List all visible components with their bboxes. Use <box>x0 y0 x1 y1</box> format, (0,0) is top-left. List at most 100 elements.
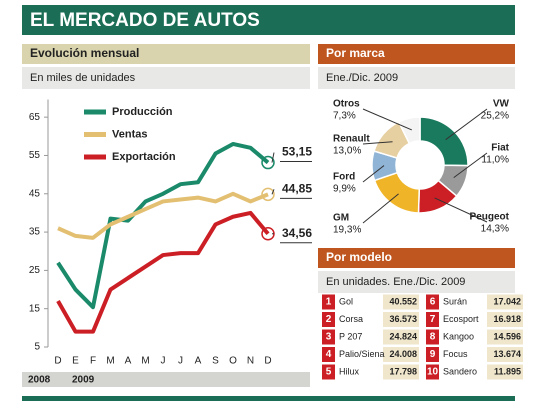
value-box <box>383 294 419 310</box>
table-subtitle: En unidades. Ene./Dic. 2009 <box>326 276 465 288</box>
slice-name: Peugeot <box>470 212 510 223</box>
units: 11.895 <box>494 366 521 376</box>
rank: 3 <box>326 332 332 343</box>
units: 40.552 <box>389 296 417 306</box>
model: Focus <box>443 349 468 359</box>
rank: 5 <box>326 367 332 378</box>
units: 24.008 <box>389 349 417 359</box>
chart-subtitle: En miles de unidades <box>30 72 136 84</box>
x-tick-label: E <box>72 356 79 367</box>
slice-value: 25,2% <box>481 111 509 122</box>
subtitle-bar <box>22 67 310 89</box>
x-tick-label: M <box>141 356 149 367</box>
y-tick-label: 5 <box>34 342 40 353</box>
legend-label: Ventas <box>112 128 147 140</box>
leader <box>362 108 413 131</box>
year-label: 2008 <box>28 375 51 386</box>
x-tick-label: S <box>212 356 219 367</box>
model: Hilux <box>339 366 360 376</box>
x-tick-label: J <box>178 356 183 367</box>
series-line <box>57 191 269 240</box>
series-line <box>56 210 270 334</box>
x-tick-label: M <box>106 356 114 367</box>
x-tick-label: A <box>125 356 132 367</box>
x-tick-label: F <box>90 356 96 367</box>
model: Palio/Siena <box>339 349 385 359</box>
x-tick-label: A <box>195 356 202 367</box>
y-tick-label: 65 <box>29 112 41 123</box>
section-bar <box>22 44 310 64</box>
subtitle-bar <box>318 271 515 293</box>
y-tick-label: 25 <box>29 265 41 276</box>
rank-box <box>322 312 335 327</box>
value-box <box>487 329 523 345</box>
units: 17.798 <box>389 366 417 376</box>
units: 13.674 <box>493 349 521 359</box>
rank: 6 <box>430 297 436 308</box>
leader <box>445 108 488 141</box>
leader <box>271 189 275 195</box>
y-tick-label: 35 <box>29 227 41 238</box>
x-tick-label: N <box>247 356 254 367</box>
rank: 8 <box>430 332 436 343</box>
units: 36.573 <box>389 314 417 324</box>
value-box <box>383 312 419 327</box>
rank: 1 <box>326 297 332 308</box>
value-box <box>383 347 419 362</box>
chart-title: Por marca <box>326 46 385 60</box>
chart-title: Evolución mensual <box>30 46 139 60</box>
model: Sandero <box>443 366 477 376</box>
slice-value: 19,3% <box>333 225 361 236</box>
slice-name: VW <box>493 99 510 110</box>
value-label: 53,15 <box>282 145 312 159</box>
rank: 9 <box>430 349 436 360</box>
model: Gol <box>339 296 353 306</box>
year-label: 2009 <box>72 375 95 386</box>
rank-box <box>426 312 439 327</box>
slice-value: 11,0% <box>481 155 509 166</box>
rank-box <box>426 329 439 345</box>
x-tick-label: O <box>229 356 237 367</box>
rank: 4 <box>326 349 332 360</box>
value-label: 34,56 <box>282 226 312 240</box>
y-tick-label: 55 <box>29 150 41 161</box>
value-box <box>383 364 419 380</box>
end-marker <box>261 155 275 170</box>
model: Corsa <box>339 314 363 324</box>
slice-name: Ford <box>333 172 355 183</box>
end-marker <box>261 187 275 202</box>
rank-box <box>322 294 335 310</box>
section-bar <box>318 248 515 268</box>
value-box <box>487 347 523 362</box>
model: Surán <box>443 296 467 306</box>
slice-name: GM <box>333 213 349 224</box>
model: Kangoo <box>443 331 474 341</box>
model: P 207 <box>339 331 362 341</box>
series-line <box>56 141 270 310</box>
rank: 10 <box>427 367 439 378</box>
rank: 7 <box>430 314 436 325</box>
slice-value: 7,3% <box>333 111 356 122</box>
leader <box>271 152 275 163</box>
units: 24.824 <box>389 331 417 341</box>
rank: 2 <box>326 314 332 325</box>
slice-value: 14,3% <box>481 224 509 235</box>
pie-slice <box>397 116 421 145</box>
x-tick-label: J <box>161 356 166 367</box>
x-tick-label: D <box>264 356 271 367</box>
leader <box>362 165 385 183</box>
model: Ecosport <box>443 314 479 324</box>
year-bar <box>22 372 310 387</box>
slice-value: 13,0% <box>333 146 361 157</box>
x-tick-label: D <box>54 356 61 367</box>
rank-box <box>426 364 439 380</box>
rank-box <box>426 347 439 362</box>
legend-label: Producción <box>112 106 173 118</box>
pie-slice <box>419 116 469 167</box>
header-title: EL MERCADO DE AUTOS <box>30 10 260 31</box>
units: 16.918 <box>493 314 521 324</box>
rank-box <box>322 364 335 380</box>
value-box <box>383 329 419 345</box>
